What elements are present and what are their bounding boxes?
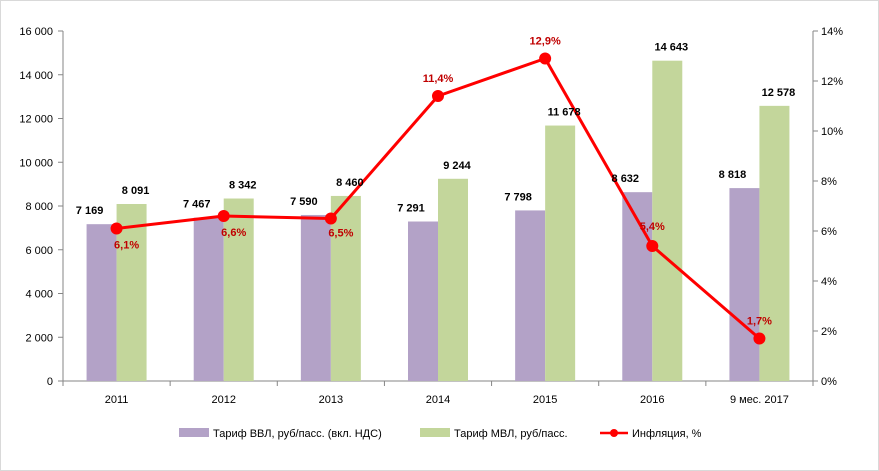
inflation-point <box>753 332 766 345</box>
bar-vvl <box>300 214 331 381</box>
y-left-tick-label: 10 000 <box>19 157 53 169</box>
x-tick-label: 2013 <box>319 394 343 406</box>
bar-vvl <box>193 217 224 381</box>
inflation-point <box>110 222 123 235</box>
y-right-tick-label: 14% <box>821 26 843 38</box>
inflation-point <box>646 240 659 252</box>
bar-data-label: 7 169 <box>76 205 104 217</box>
inflation-data-label: 6,5% <box>328 228 353 240</box>
bar-data-label: 12 578 <box>762 87 796 99</box>
bar-mvl <box>438 178 468 381</box>
y-left-tick-label: 6 000 <box>25 245 53 257</box>
legend-swatch-bar <box>179 428 209 437</box>
bar-mvl <box>116 204 147 381</box>
y-right-tick-label: 6% <box>821 226 837 238</box>
y-left-tick-label: 2 000 <box>25 332 53 344</box>
x-tick-label: 2015 <box>533 394 557 406</box>
y-left-tick-label: 14 000 <box>19 70 53 82</box>
inflation-point <box>539 52 552 65</box>
inflation-data-label: 12,9% <box>530 36 561 48</box>
y-left-tick-label: 4 000 <box>25 289 53 301</box>
bar-mvl <box>223 198 254 381</box>
bar-vvl <box>622 192 653 381</box>
bar-data-label: 14 643 <box>654 42 688 54</box>
y-right-tick-label: 12% <box>821 76 843 88</box>
bar-vvl <box>729 188 760 381</box>
x-tick-label: 2012 <box>211 394 235 406</box>
x-tick-label: 2016 <box>640 394 664 406</box>
bar-data-label: 9 244 <box>443 160 471 172</box>
legend-label: Тариф МВЛ, руб/пасс. <box>454 428 568 440</box>
bar-data-label: 8 342 <box>229 180 257 192</box>
legend-swatch-bar <box>420 428 450 437</box>
inflation-data-label: 11,4% <box>423 73 454 85</box>
y-left-tick-label: 8 000 <box>25 201 53 213</box>
legend-label: Тариф ВВЛ, руб/пасс. (вкл. НДС) <box>213 428 382 440</box>
bar-data-label: 7 291 <box>397 203 425 215</box>
bar-mvl <box>652 60 683 381</box>
bar-mvl <box>545 125 576 381</box>
legend-label: Инфляция, % <box>632 428 702 440</box>
bar-data-label: 8 460 <box>336 177 364 189</box>
bar-mvl <box>330 195 361 381</box>
x-tick-label: 2014 <box>426 394 450 406</box>
bar-vvl <box>408 221 438 381</box>
y-right-tick-label: 0% <box>821 376 837 388</box>
bar-data-label: 8 091 <box>122 185 150 197</box>
legend-swatch-marker <box>610 429 618 437</box>
bar-data-label: 7 590 <box>290 196 318 208</box>
bar-vvl <box>515 210 546 381</box>
y-left-tick-label: 16 000 <box>19 26 53 38</box>
bar-data-label: 7 798 <box>504 191 532 203</box>
y-left-tick-label: 0 <box>47 376 53 388</box>
bar-mvl <box>759 105 790 381</box>
bar-data-label: 7 467 <box>183 199 211 211</box>
bar-vvl <box>86 224 117 381</box>
bar-data-label: 11 678 <box>548 107 581 119</box>
y-left-tick-label: 12 000 <box>19 114 53 126</box>
bar-data-label: 8 632 <box>612 173 640 185</box>
inflation-point <box>432 90 444 102</box>
x-tick-label: 2011 <box>105 394 129 406</box>
inflation-point <box>217 210 230 222</box>
inflation-point <box>324 212 337 225</box>
inflation-data-label: 5,4% <box>640 221 665 233</box>
y-right-tick-label: 8% <box>821 176 837 188</box>
y-right-tick-label: 2% <box>821 326 837 338</box>
inflation-data-label: 6,1% <box>114 240 139 252</box>
inflation-data-label: 1,7% <box>747 316 772 328</box>
inflation-data-label: 6,6% <box>221 227 246 239</box>
y-right-tick-label: 10% <box>821 126 843 138</box>
x-tick-label: 9 мес. 2017 <box>730 394 789 406</box>
y-right-tick-label: 4% <box>821 276 837 288</box>
bar-data-label: 8 818 <box>719 169 747 181</box>
